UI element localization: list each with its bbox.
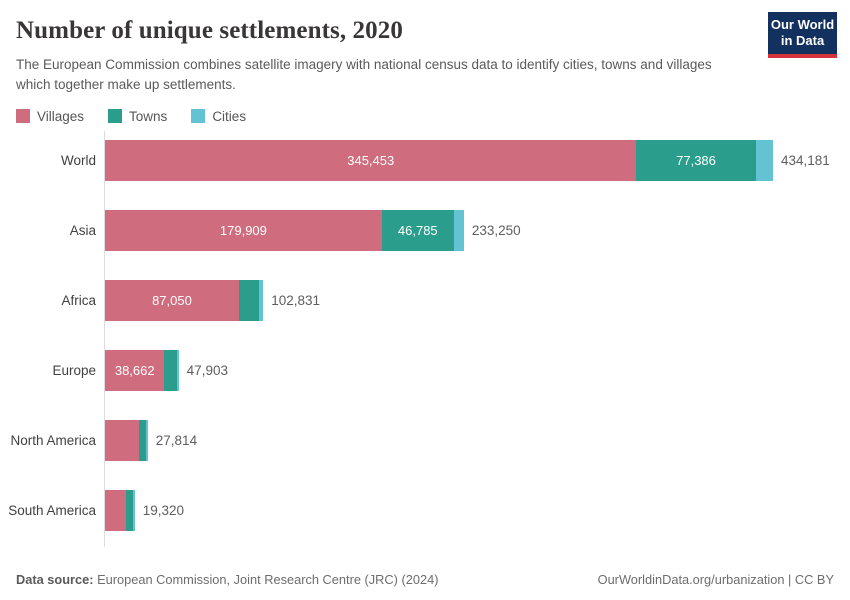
bar-value-label: 38,662 bbox=[114, 363, 155, 378]
footer-datasource: Data source: European Commission, Joint … bbox=[16, 572, 438, 587]
bar-segment-cities[interactable] bbox=[176, 350, 179, 391]
bar-total-label: 434,181 bbox=[780, 153, 830, 168]
bar-stack: 345,453 77,386 bbox=[105, 140, 773, 181]
legend-swatch-towns-icon bbox=[108, 109, 123, 123]
chart-row: South America 19,320 bbox=[0, 490, 850, 531]
row-label: Africa bbox=[61, 293, 96, 308]
chart-row: World 345,453 77,386 434,181 bbox=[0, 140, 850, 181]
legend-label-cities: Cities bbox=[212, 108, 247, 124]
bar-segment-villages[interactable]: 179,909 bbox=[105, 210, 382, 251]
chart-area: World 345,453 77,386 434,181 Asia 179,909 46,7… bbox=[0, 131, 850, 560]
row-label: North America bbox=[10, 433, 96, 448]
footer-link[interactable]: OurWorldinData.org/urbanization bbox=[597, 572, 785, 587]
bar-segment-towns[interactable] bbox=[125, 490, 133, 531]
chart-title: Number of unique settlements, 2020 bbox=[16, 17, 403, 44]
bar-segment-towns[interactable] bbox=[238, 280, 259, 321]
bar-stack: 38,662 bbox=[105, 350, 179, 391]
bar-stack bbox=[105, 420, 148, 461]
bar-total-label: 19,320 bbox=[142, 503, 184, 518]
footer-datasource-label: Data source: bbox=[16, 572, 94, 587]
bar-total-label: 27,814 bbox=[155, 433, 198, 448]
bar-segment-villages[interactable] bbox=[105, 420, 139, 461]
bar-segment-cities[interactable] bbox=[453, 210, 464, 251]
bar-segment-villages[interactable]: 87,050 bbox=[105, 280, 239, 321]
bar-stack: 87,050 bbox=[105, 280, 264, 321]
bar-segment-villages[interactable]: 345,453 bbox=[105, 140, 637, 181]
y-axis-line bbox=[104, 131, 105, 547]
bar-segment-towns[interactable]: 77,386 bbox=[636, 140, 756, 181]
legend: Villages Towns Cities bbox=[16, 109, 834, 124]
bar-segment-cities[interactable] bbox=[258, 280, 264, 321]
bar-segment-towns[interactable] bbox=[164, 350, 177, 391]
bar-value-label: 46,785 bbox=[397, 223, 438, 238]
footer: Data source: European Commission, Joint … bbox=[16, 572, 834, 587]
chart-row: Africa 87,050 102,831 bbox=[0, 280, 850, 321]
bar-stack bbox=[105, 490, 135, 531]
legend-item-towns[interactable]: Towns bbox=[108, 109, 167, 124]
footer-license: | CC BY bbox=[784, 572, 834, 587]
bar-stack: 179,909 46,785 bbox=[105, 210, 464, 251]
bar-value-label: 87,050 bbox=[152, 293, 192, 308]
legend-item-cities[interactable]: Cities bbox=[191, 109, 246, 124]
row-label: Europe bbox=[52, 363, 96, 378]
bar-value-label: 179,909 bbox=[219, 223, 267, 238]
legend-swatch-cities-icon bbox=[191, 109, 206, 123]
bar-segment-towns[interactable] bbox=[138, 420, 146, 461]
bar-value-label: 345,453 bbox=[347, 153, 395, 168]
owid-logo-line1: Our World bbox=[770, 17, 835, 32]
bar-total-label: 102,831 bbox=[271, 293, 320, 308]
chart-rows: World 345,453 77,386 434,181 Asia 179,909 46,7… bbox=[0, 140, 850, 531]
chart-row: Europe 38,662 47,903 bbox=[0, 350, 850, 391]
bar-segment-villages[interactable] bbox=[105, 490, 126, 531]
bar-segment-cities[interactable] bbox=[145, 420, 148, 461]
chart-row: North America 27,814 bbox=[0, 420, 850, 461]
bar-segment-cities[interactable] bbox=[755, 140, 773, 181]
bar-total-label: 47,903 bbox=[186, 363, 228, 378]
bar-segment-villages[interactable]: 38,662 bbox=[105, 350, 165, 391]
row-label: Asia bbox=[69, 223, 96, 238]
bar-total-label: 233,250 bbox=[471, 223, 521, 238]
bar-segment-cities[interactable] bbox=[132, 490, 135, 531]
chart-subtitle: The European Commission combines satelli… bbox=[16, 57, 712, 93]
bar-value-label: 77,386 bbox=[676, 153, 716, 168]
owid-logo[interactable]: Our World in Data bbox=[768, 12, 837, 58]
row-label: South America bbox=[8, 503, 96, 518]
legend-label-villages: Villages bbox=[37, 108, 85, 124]
footer-right: OurWorldinData.org/urbanization | CC BY bbox=[598, 572, 834, 587]
footer-datasource-text: European Commission, Joint Research Cent… bbox=[93, 572, 439, 587]
legend-item-villages[interactable]: Villages bbox=[16, 109, 84, 124]
chart-row: Asia 179,909 46,785 233,250 bbox=[0, 210, 850, 251]
row-label: World bbox=[60, 153, 96, 168]
legend-label-towns: Towns bbox=[129, 108, 168, 124]
legend-swatch-villages-icon bbox=[16, 109, 30, 123]
bar-segment-towns[interactable]: 46,785 bbox=[381, 210, 454, 251]
owid-logo-line2: in Data bbox=[780, 33, 825, 48]
